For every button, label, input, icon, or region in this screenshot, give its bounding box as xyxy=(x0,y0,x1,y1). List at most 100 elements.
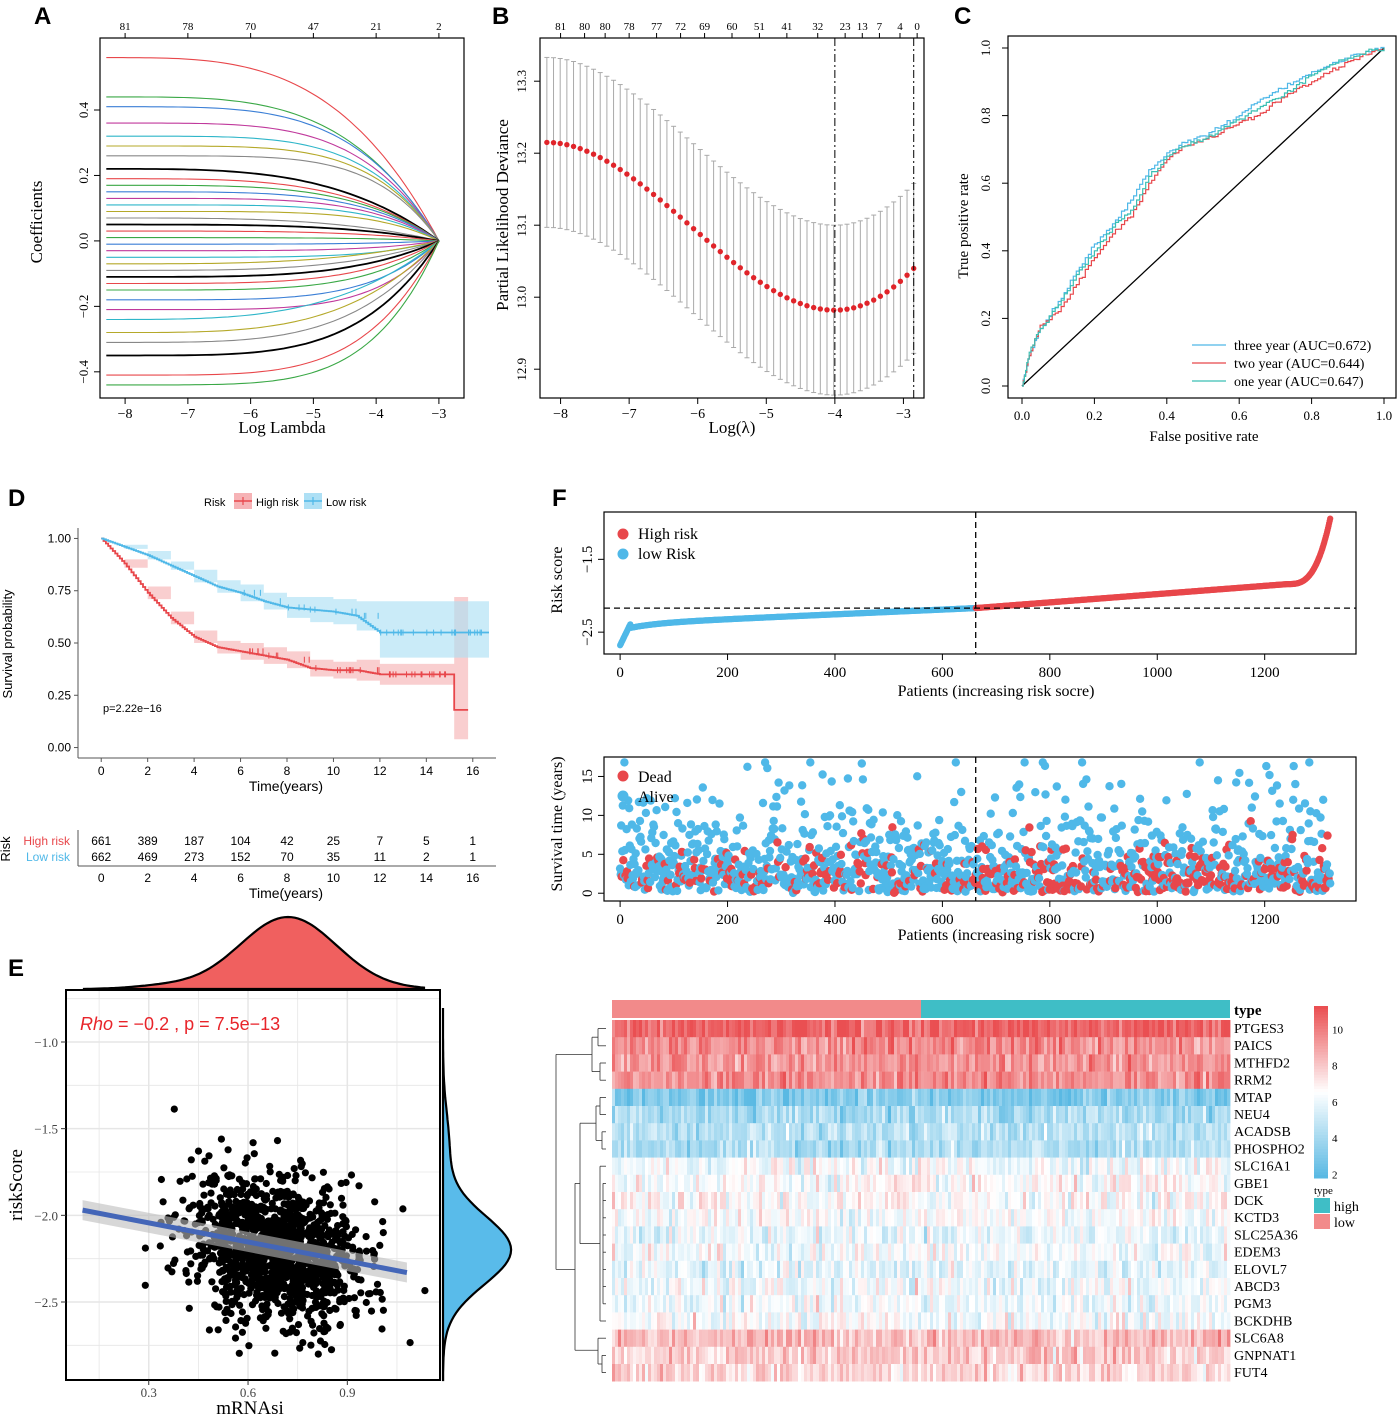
heatmap-cell xyxy=(1053,1037,1057,1055)
heatmap-cell xyxy=(990,1020,994,1038)
heatmap-cell xyxy=(1215,1020,1219,1038)
panel-letter-a: A xyxy=(34,3,51,30)
heatmap-cell xyxy=(954,1037,958,1055)
data-point xyxy=(237,1190,245,1199)
coefficient-path xyxy=(106,57,440,242)
x-tick-label: 0 xyxy=(98,764,105,778)
x-tick-label: −8 xyxy=(118,407,133,422)
data-point xyxy=(183,1175,191,1183)
heatmap-cell xyxy=(657,1037,661,1055)
y-tick-label: 0.0 xyxy=(978,378,993,394)
coefficient-path xyxy=(106,145,440,242)
y-tick-label: −1.5 xyxy=(34,1122,58,1137)
alive-point xyxy=(683,798,692,808)
alive-point xyxy=(772,792,781,802)
heatmap-cell xyxy=(969,1020,973,1038)
y-tick-label: 12.9 xyxy=(514,358,529,381)
heatmap-cell xyxy=(699,1020,703,1038)
data-point xyxy=(218,1219,226,1227)
heatmap-cell xyxy=(858,1037,862,1055)
risk-table-count: 5 xyxy=(423,834,430,848)
heatmap-cell xyxy=(786,1020,790,1038)
alive-point xyxy=(1300,799,1310,808)
data-point xyxy=(280,1293,288,1301)
data-point xyxy=(187,1247,195,1255)
heatmap-cell xyxy=(756,1020,760,1038)
data-point xyxy=(379,1306,387,1314)
alive-point xyxy=(1041,831,1051,841)
data-point xyxy=(242,1319,250,1327)
deviance-point xyxy=(717,248,723,255)
alive-point xyxy=(758,798,768,808)
data-point xyxy=(299,1339,307,1347)
y-tick-label: −1.0 xyxy=(34,1035,58,1050)
data-point xyxy=(185,1304,193,1312)
alive-point xyxy=(1060,812,1070,821)
heatmap-cell xyxy=(726,1020,730,1038)
heatmap-cell xyxy=(849,1020,853,1038)
risk-table-x-label: Time(years) xyxy=(249,885,323,901)
heatmap-cell xyxy=(624,1020,628,1038)
alive-point xyxy=(1238,832,1247,841)
alive-point xyxy=(631,849,640,858)
x-tick-label: −5 xyxy=(306,407,321,422)
alive-point xyxy=(1082,775,1091,784)
x-tick-label: 0.6 xyxy=(1231,408,1248,423)
heatmap-cell xyxy=(702,1020,706,1038)
heatmap-cell xyxy=(906,1037,910,1055)
top-tick-label: 41 xyxy=(781,21,792,33)
heatmap-cell xyxy=(753,1037,757,1055)
dead-point xyxy=(1318,844,1327,853)
heatmap-cell xyxy=(1074,1020,1078,1038)
coefficient-path xyxy=(106,204,440,242)
panel-c-legend: three year (AUC=0.672)two year (AUC=0.64… xyxy=(1192,339,1372,390)
heatmap-cell xyxy=(633,1037,637,1055)
risk-table-time-label: 6 xyxy=(237,871,244,885)
top-tick-label: 0 xyxy=(914,21,920,33)
heatmap-cell xyxy=(984,1020,988,1038)
heatmap-cell xyxy=(930,1020,934,1038)
data-point xyxy=(285,1233,294,1241)
heatmap-cell xyxy=(780,1020,784,1038)
alive-point xyxy=(814,844,824,853)
alive-point xyxy=(1094,834,1103,844)
data-point xyxy=(324,1230,332,1238)
deviance-point xyxy=(730,259,737,266)
alive-point xyxy=(1224,851,1233,860)
alive-point xyxy=(1031,788,1040,797)
heatmap-cell xyxy=(843,1037,847,1055)
data-point xyxy=(322,1323,330,1331)
deviance-point xyxy=(877,293,884,299)
panel-d-pvalue: p=2.22e−16 xyxy=(103,703,162,715)
data-point xyxy=(268,1199,276,1207)
alive-point xyxy=(649,822,659,831)
heatmap-cell xyxy=(651,1037,655,1055)
data-point xyxy=(264,1227,272,1235)
dead-point xyxy=(1061,844,1071,853)
data-point xyxy=(266,1168,274,1176)
x-tick-label: 1200 xyxy=(1250,665,1280,681)
alive-point xyxy=(1008,808,1017,818)
coefficient-path xyxy=(106,223,440,242)
deviance-point xyxy=(657,197,663,203)
deviance-point xyxy=(684,220,690,226)
heatmap-cell xyxy=(945,1020,949,1038)
alive-point xyxy=(769,816,778,826)
data-point xyxy=(176,1177,184,1185)
data-point xyxy=(233,1287,241,1295)
data-point xyxy=(309,1321,317,1329)
risk-table-count: 661 xyxy=(91,834,111,848)
alive-point xyxy=(950,830,959,840)
data-point xyxy=(276,1208,284,1216)
heatmap-cell xyxy=(627,1020,631,1038)
alive-point xyxy=(1196,847,1206,856)
correlation-stats: = −0.2 , p = 7.5e−13 xyxy=(113,1014,280,1034)
data-point xyxy=(367,1307,376,1315)
deviance-point xyxy=(544,139,550,146)
data-point xyxy=(209,1252,217,1260)
data-point xyxy=(320,1274,328,1282)
heatmap-cell xyxy=(1023,1020,1027,1038)
alive-point xyxy=(837,812,847,821)
alive-point xyxy=(659,830,668,840)
y-tick-label: 0.2 xyxy=(76,167,91,183)
